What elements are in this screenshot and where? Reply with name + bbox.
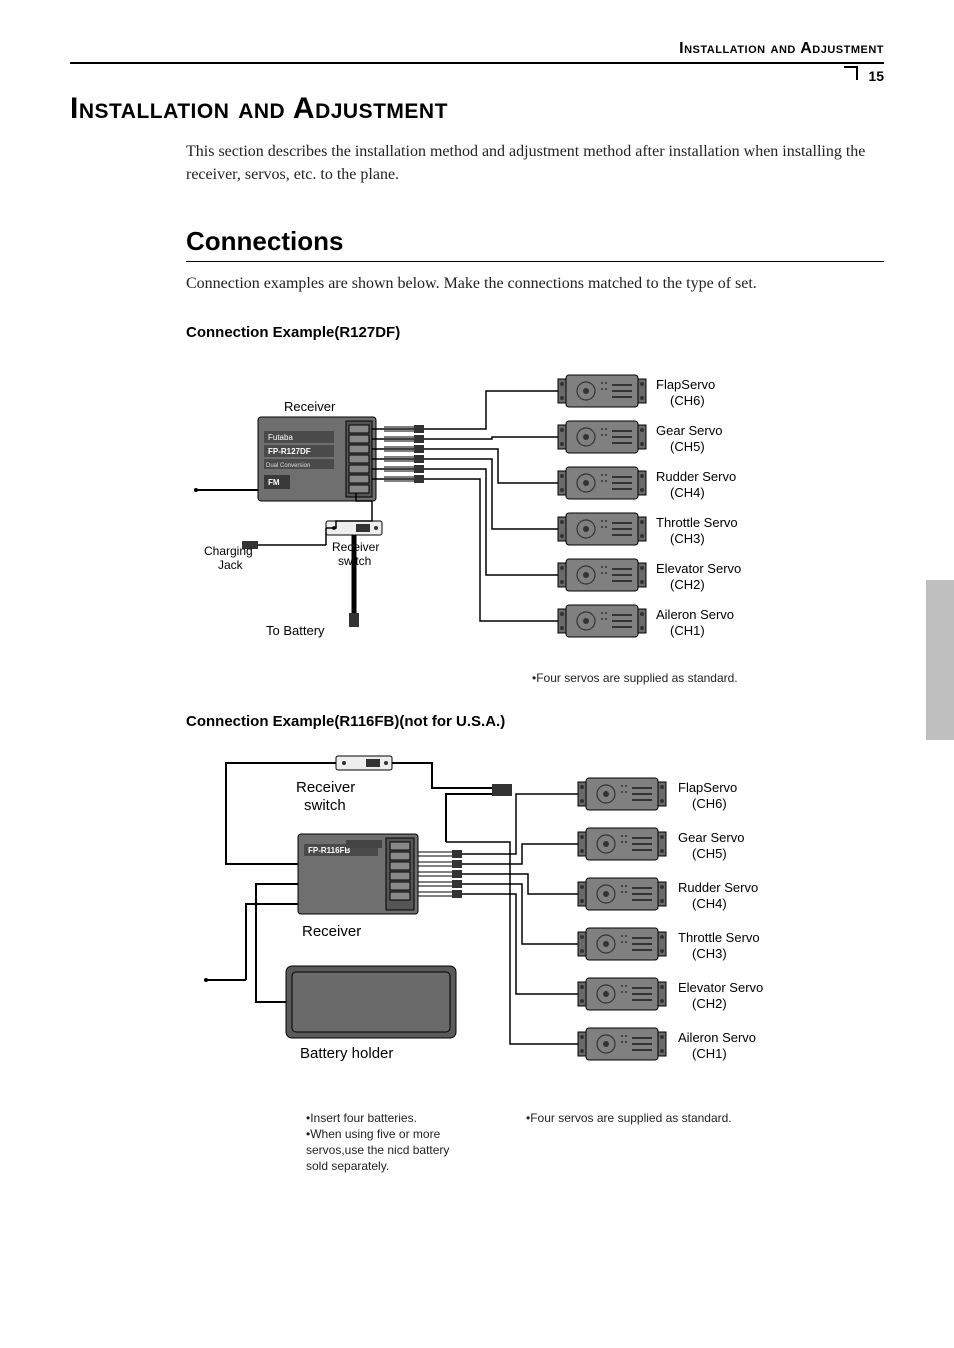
- svg-text:(CH4): (CH4): [692, 896, 727, 911]
- svg-text:Elevator Servo: Elevator Servo: [678, 980, 763, 995]
- diagram2-footnote-left: •Insert four batteries. •When using five…: [186, 1110, 456, 1175]
- page-number: 15: [868, 68, 884, 84]
- svg-text:(CH5): (CH5): [692, 846, 727, 861]
- intro-paragraph: This section describes the installation …: [186, 140, 884, 186]
- svg-text:(CH6): (CH6): [670, 393, 705, 408]
- diagram1-svg: Futaba FP-R127DF Dual Conversion FM Rece…: [186, 355, 826, 665]
- page-number-bracket-icon: [844, 66, 858, 80]
- svg-text:Aileron Servo: Aileron Servo: [656, 607, 734, 622]
- section-rule: [186, 261, 884, 262]
- svg-text:Rudder Servo: Rudder Servo: [656, 469, 736, 484]
- svg-text:Receiver: Receiver: [296, 779, 355, 796]
- page-title: Installation and Adjustment: [70, 92, 884, 126]
- svg-text:(CH1): (CH1): [670, 623, 705, 638]
- svg-text:FlapServo: FlapServo: [656, 377, 715, 392]
- svg-text:Jack: Jack: [218, 558, 244, 572]
- svg-text:Elevator Servo: Elevator Servo: [656, 561, 741, 576]
- diagram1: Futaba FP-R127DF Dual Conversion FM Rece…: [186, 355, 884, 665]
- diagram2-footnote-right: •Four servos are supplied as standard.: [456, 1110, 884, 1175]
- svg-text:Futaba: Futaba: [268, 433, 293, 442]
- section-intro: Connection examples are shown below. Mak…: [186, 272, 884, 295]
- svg-text:Battery holder: Battery holder: [300, 1045, 393, 1062]
- svg-text:(CH3): (CH3): [670, 531, 705, 546]
- svg-text:Throttle Servo: Throttle Servo: [656, 515, 738, 530]
- svg-text:(CH5): (CH5): [670, 439, 705, 454]
- svg-text:FP-R127DF: FP-R127DF: [268, 447, 311, 456]
- diagram2-footnotes: •Insert four batteries. •When using five…: [186, 1110, 884, 1175]
- svg-text:switch: switch: [304, 797, 346, 814]
- section-heading: Connections: [186, 226, 884, 257]
- svg-text:Rudder Servo: Rudder Servo: [678, 880, 758, 895]
- svg-text:Receiver: Receiver: [284, 399, 336, 414]
- diagram2-footnote-left-l1: •Insert four batteries.: [306, 1110, 456, 1126]
- diagram2-heading: Connection Example(R116FB)(not for U.S.A…: [186, 713, 884, 730]
- running-head-title: Installation and Adjustment: [679, 40, 884, 58]
- svg-text:Throttle Servo: Throttle Servo: [678, 930, 760, 945]
- svg-text:(CH4): (CH4): [670, 485, 705, 500]
- page: Installation and Adjustment 15 Installat…: [0, 0, 954, 1214]
- thumb-tab: [926, 580, 954, 740]
- running-head: Installation and Adjustment: [70, 40, 884, 64]
- diagram2: Receiver switch FP-R116FB Receiver: [186, 744, 884, 1104]
- svg-text:(CH2): (CH2): [692, 996, 727, 1011]
- diagram2-footnote-left-l2: •When using five or more servos,use the …: [306, 1126, 456, 1175]
- svg-text:FM: FM: [268, 478, 280, 487]
- svg-text:Aileron Servo: Aileron Servo: [678, 1030, 756, 1045]
- svg-text:FlapServo: FlapServo: [678, 780, 737, 795]
- svg-text:FP-R116FB: FP-R116FB: [308, 846, 350, 855]
- svg-text:Charging: Charging: [204, 544, 253, 558]
- svg-text:Receiver: Receiver: [302, 923, 361, 940]
- svg-text:(CH3): (CH3): [692, 946, 727, 961]
- svg-text:(CH6): (CH6): [692, 796, 727, 811]
- diagram1-heading: Connection Example(R127DF): [186, 324, 884, 341]
- page-number-row: 15: [70, 68, 884, 84]
- svg-text:Dual Conversion: Dual Conversion: [266, 463, 310, 469]
- diagram1-footnote: •Four servos are supplied as standard.: [186, 671, 884, 685]
- diagram2-svg: Receiver switch FP-R116FB Receiver: [186, 744, 826, 1104]
- svg-text:(CH1): (CH1): [692, 1046, 727, 1061]
- svg-text:Gear Servo: Gear Servo: [656, 423, 722, 438]
- svg-text:To Battery: To Battery: [266, 623, 325, 638]
- svg-text:(CH2): (CH2): [670, 577, 705, 592]
- svg-text:Gear Servo: Gear Servo: [678, 830, 744, 845]
